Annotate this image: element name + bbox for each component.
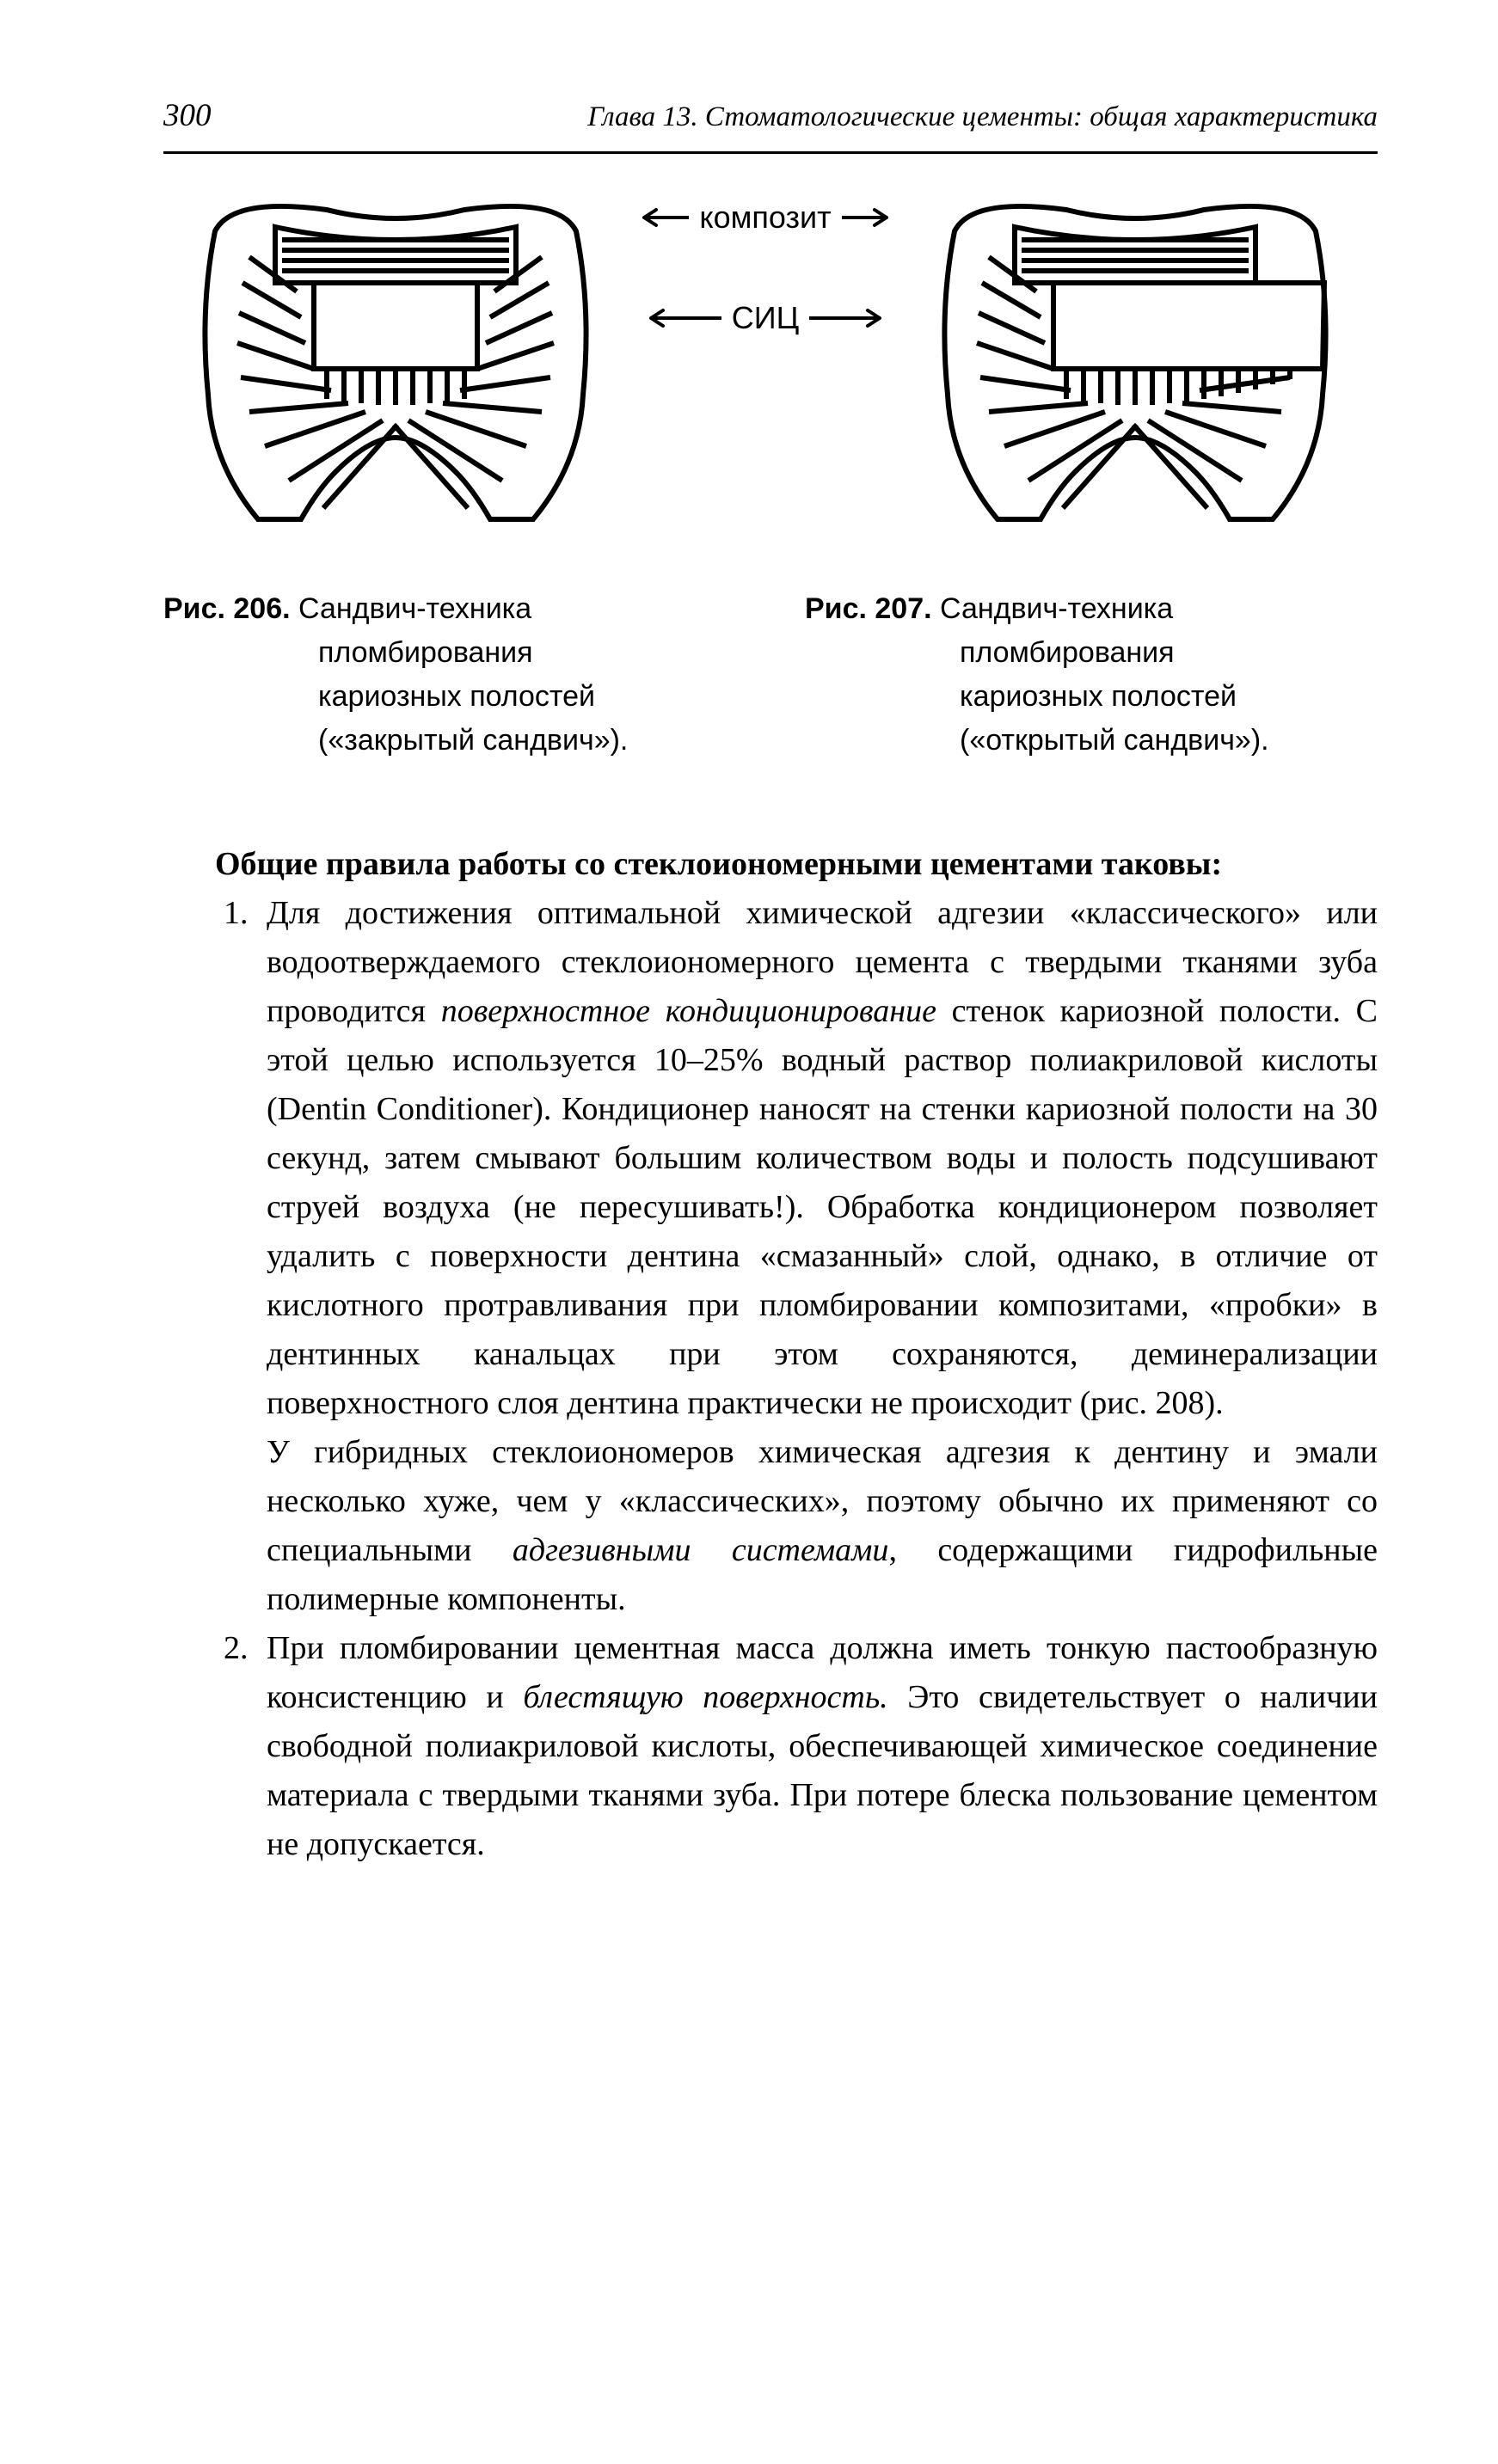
caption-206-number: Рис. 206. bbox=[163, 592, 291, 625]
rule-1-sub: У гибридных стеклоиономеров химическая а… bbox=[267, 1428, 1378, 1624]
rule-1-italic-1: поверхностное кондиционирование bbox=[441, 993, 936, 1029]
rule-2: При пломбировании цементная масса должна… bbox=[267, 1624, 1378, 1869]
caption-207-line2: пломбирования bbox=[805, 631, 1378, 675]
caption-206: Рис. 206. Сандвич-техника пломбирования … bbox=[163, 587, 736, 763]
figures-row: композит СИЦ bbox=[163, 180, 1378, 561]
rules-list: Для достижения оптимальной химической ад… bbox=[163, 889, 1378, 1869]
rule-1-sub-italic: адгезивными системами bbox=[513, 1532, 889, 1568]
arrow-left-icon bbox=[644, 305, 721, 331]
arrow-right-icon bbox=[809, 305, 887, 331]
caption-207-number: Рис. 207. bbox=[805, 592, 932, 625]
rule-2-italic: блестящую поверхность. bbox=[523, 1679, 887, 1715]
composite-label-row: композит bbox=[637, 197, 893, 239]
arrow-right-icon bbox=[842, 205, 893, 230]
gic-label: СИЦ bbox=[732, 297, 800, 340]
caption-207-line1: Сандвич-техника bbox=[932, 592, 1174, 625]
composite-label: композит bbox=[699, 197, 831, 239]
rule-1: Для достижения оптимальной химической ад… bbox=[267, 889, 1378, 1624]
caption-207-line3: кариозных полостей bbox=[805, 675, 1378, 719]
tooth-closed-icon bbox=[163, 180, 628, 549]
figure-207 bbox=[903, 180, 1367, 561]
tooth-open-icon bbox=[903, 180, 1367, 549]
gic-label-row: СИЦ bbox=[644, 297, 887, 340]
caption-207-line4: («открытый сандвич»). bbox=[805, 719, 1378, 763]
arrow-left-icon bbox=[637, 205, 689, 230]
figure-captions: Рис. 206. Сандвич-техника пломбирования … bbox=[163, 587, 1378, 763]
caption-206-line1: Сандвич-техника bbox=[291, 592, 532, 625]
figure-label-column: композит СИЦ bbox=[628, 180, 903, 339]
chapter-title: Глава 13. Стоматологические цементы: общ… bbox=[587, 98, 1378, 137]
page-number: 300 bbox=[163, 95, 212, 138]
caption-207: Рис. 207. Сандвич-техника пломбирования … bbox=[805, 587, 1378, 763]
page: 300 Глава 13. Стоматологические цементы:… bbox=[0, 0, 1498, 1972]
body-text: Общие правила работы со стеклоиономерным… bbox=[163, 840, 1378, 1869]
rule-1-text-b: стенок кариозной полости. С этой целью и… bbox=[267, 993, 1378, 1421]
running-header: 300 Глава 13. Стоматологические цементы:… bbox=[163, 95, 1378, 154]
figure-206 bbox=[163, 180, 628, 561]
caption-206-line3: кариозных полостей bbox=[163, 675, 736, 719]
intro-heading: Общие правила работы со стеклоиономерным… bbox=[163, 840, 1378, 889]
caption-206-line2: пломбирования bbox=[163, 631, 736, 675]
caption-206-line4: («закрытый сандвич»). bbox=[163, 719, 736, 763]
